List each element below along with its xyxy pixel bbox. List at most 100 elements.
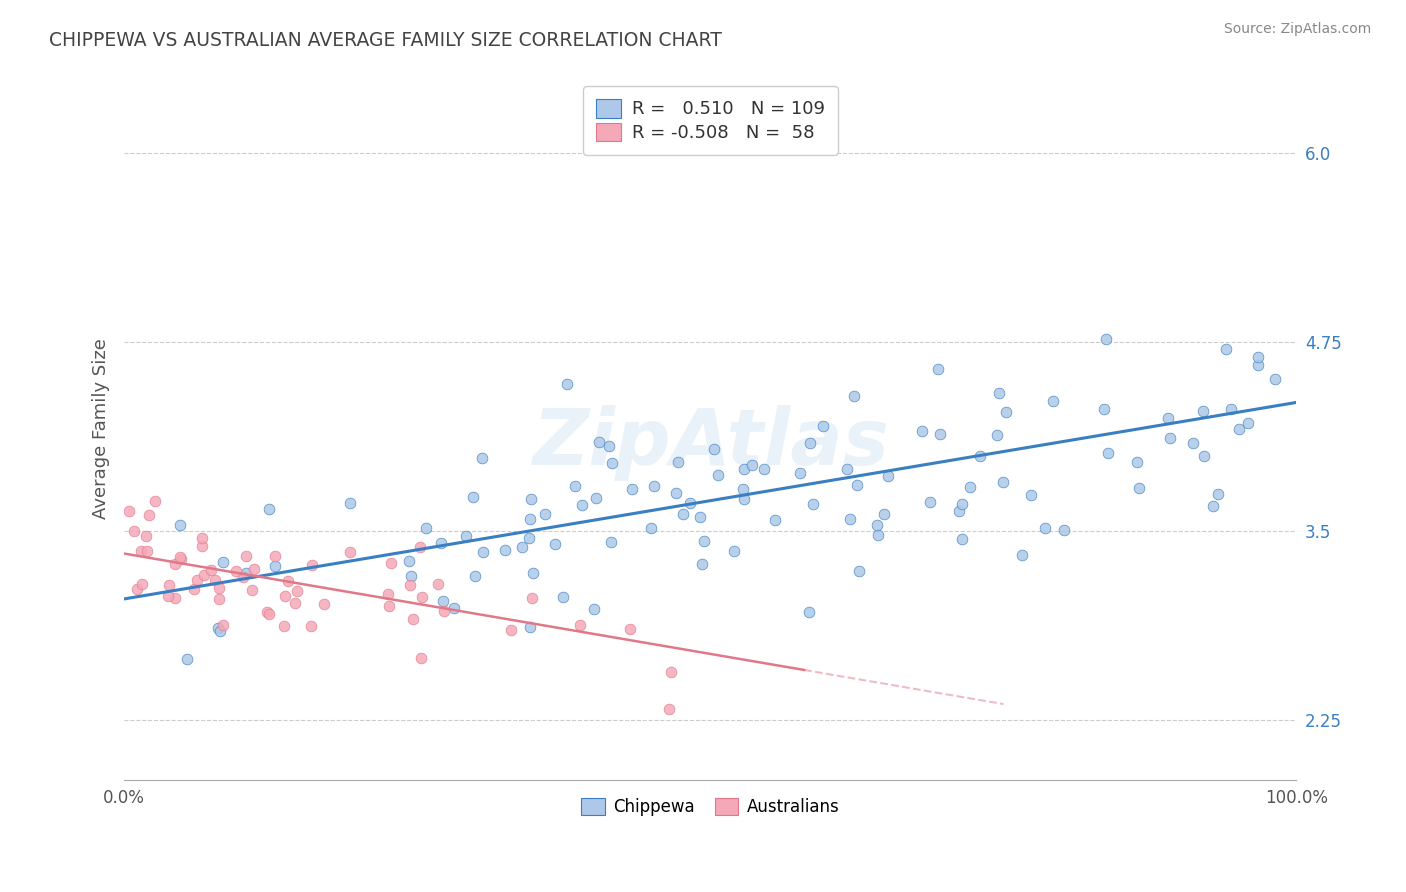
Point <box>658 701 681 715</box>
Point <box>1053 523 1076 537</box>
Point <box>1202 499 1225 513</box>
Point <box>212 555 235 569</box>
Point <box>377 587 399 601</box>
Point <box>1042 394 1064 409</box>
Point <box>876 468 898 483</box>
Point <box>208 592 231 607</box>
Point <box>191 531 214 545</box>
Point <box>986 428 1008 442</box>
Point <box>169 549 191 564</box>
Point <box>690 557 713 571</box>
Point <box>927 362 949 376</box>
Point <box>399 578 422 592</box>
Point <box>689 509 711 524</box>
Point <box>408 540 430 554</box>
Point <box>429 535 451 549</box>
Point <box>312 598 335 612</box>
Point <box>301 558 323 572</box>
Point <box>131 577 153 591</box>
Point <box>600 456 623 470</box>
Point <box>339 545 361 559</box>
Point <box>643 479 665 493</box>
Point <box>679 496 702 510</box>
Point <box>873 507 896 521</box>
Point <box>427 576 450 591</box>
Point <box>640 521 662 535</box>
Point <box>569 618 592 632</box>
Point <box>235 549 257 564</box>
Point <box>868 528 890 542</box>
Point <box>1092 402 1115 417</box>
Point <box>432 593 454 607</box>
Point <box>398 554 420 568</box>
Point <box>839 512 862 526</box>
Point <box>733 482 755 496</box>
Point <box>598 439 620 453</box>
Point <box>274 589 297 603</box>
Point <box>585 491 607 506</box>
Point <box>138 508 160 523</box>
Point <box>402 612 425 626</box>
Point <box>1247 350 1270 364</box>
Point <box>1215 342 1237 356</box>
Point <box>1019 487 1042 501</box>
Point <box>378 599 401 613</box>
Point <box>339 496 361 510</box>
Point <box>522 566 544 581</box>
Point <box>256 605 278 619</box>
Point <box>231 569 253 583</box>
Point <box>666 455 689 469</box>
Point <box>969 449 991 463</box>
Legend: Chippewa, Australians: Chippewa, Australians <box>574 789 848 825</box>
Point <box>170 552 193 566</box>
Point <box>950 497 973 511</box>
Point <box>754 462 776 476</box>
Point <box>432 604 454 618</box>
Point <box>176 652 198 666</box>
Point <box>519 620 541 634</box>
Point <box>1247 358 1270 372</box>
Point <box>948 504 970 518</box>
Point <box>621 482 644 496</box>
Point <box>1094 332 1116 346</box>
Point <box>693 533 716 548</box>
Point <box>911 424 934 438</box>
Point <box>571 498 593 512</box>
Point <box>183 582 205 597</box>
Point <box>1194 449 1216 463</box>
Point <box>520 492 543 507</box>
Point <box>519 512 541 526</box>
Text: CHIPPEWA VS AUSTRALIAN AVERAGE FAMILY SIZE CORRELATION CHART: CHIPPEWA VS AUSTRALIAN AVERAGE FAMILY SI… <box>49 31 723 50</box>
Point <box>209 624 232 639</box>
Point <box>207 581 229 595</box>
Point <box>671 508 693 522</box>
Point <box>443 600 465 615</box>
Point <box>707 468 730 483</box>
Point <box>225 564 247 578</box>
Point <box>1237 416 1260 430</box>
Point <box>846 478 869 492</box>
Point <box>733 461 755 475</box>
Point <box>848 564 870 578</box>
Point <box>1033 521 1056 535</box>
Point <box>600 535 623 549</box>
Point <box>415 521 437 535</box>
Point <box>273 618 295 632</box>
Point <box>380 556 402 570</box>
Point <box>835 461 858 475</box>
Point <box>169 517 191 532</box>
Point <box>156 589 179 603</box>
Point <box>1128 481 1150 495</box>
Point <box>472 545 495 559</box>
Point <box>243 561 266 575</box>
Point <box>512 540 534 554</box>
Point <box>207 621 229 635</box>
Point <box>544 537 567 551</box>
Point <box>257 607 280 622</box>
Point <box>125 582 148 597</box>
Point <box>129 544 152 558</box>
Point <box>501 623 523 637</box>
Point <box>1011 549 1033 563</box>
Text: ZipAtlas: ZipAtlas <box>531 405 889 481</box>
Point <box>163 557 186 571</box>
